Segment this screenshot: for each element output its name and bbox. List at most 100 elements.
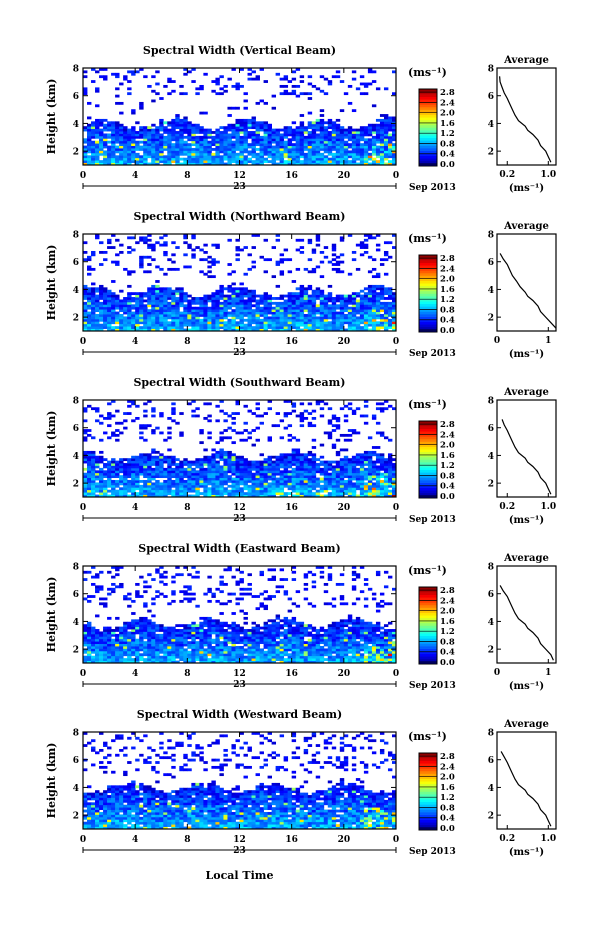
- heatmap-cell: [175, 121, 180, 125]
- heatmap-cell: [179, 489, 184, 493]
- heatmap-cell: [139, 309, 144, 312]
- heatmap-cell: [139, 135, 144, 139]
- heatmap-cell: [103, 492, 108, 495]
- heatmap-cell: [107, 489, 112, 493]
- heatmap-cell: [363, 84, 369, 88]
- heatmap-cell: [91, 492, 96, 495]
- heatmap-cell: [359, 480, 365, 483]
- heatmap-cell: [155, 455, 160, 459]
- heatmap-cell: [187, 314, 192, 317]
- heatmap-cell: [227, 297, 232, 300]
- heatmap-cell: [383, 157, 389, 161]
- heatmap-cell: [143, 299, 148, 303]
- heatmap-cell: [251, 328, 256, 332]
- heatmap-cell: [387, 152, 393, 156]
- heatmap-cell: [123, 157, 128, 161]
- heatmap-cell: [379, 301, 385, 305]
- heatmap-cell: [183, 472, 188, 476]
- heatmap-cell: [143, 135, 148, 139]
- heatmap-cell: [355, 143, 361, 146]
- heatmap-cell: [375, 248, 381, 252]
- heatmap-cell: [371, 145, 377, 149]
- heatmap-cell: [203, 416, 208, 420]
- heatmap-cell: [91, 143, 96, 146]
- heatmap-cell: [171, 323, 176, 327]
- heatmap-cell: [283, 133, 289, 137]
- heatmap-cell: [359, 75, 365, 79]
- heatmap-cell: [363, 243, 369, 247]
- heatmap-cell: [339, 133, 345, 137]
- heatmap-cell: [195, 299, 200, 303]
- average-xlabel: (ms⁻¹): [509, 183, 544, 194]
- heatmap-cell: [259, 121, 264, 125]
- heatmap-cell: [271, 306, 277, 310]
- heatmap-cell: [199, 328, 204, 332]
- heatmap-cell: [207, 419, 212, 423]
- colorbar-band: [419, 262, 437, 266]
- heatmap-cell: [335, 482, 341, 486]
- heatmap-cell: [151, 477, 156, 481]
- heatmap-cell: [111, 301, 116, 305]
- heatmap-cell: [127, 133, 132, 137]
- heatmap-cell: [383, 489, 389, 493]
- heatmap-cell: [219, 289, 224, 293]
- heatmap-cell: [387, 162, 393, 166]
- heatmap-cell: [295, 465, 301, 469]
- heatmap-cell: [235, 460, 240, 464]
- heatmap-cell: [87, 304, 92, 308]
- heatmap-cell: [191, 328, 196, 332]
- heatmap-cell: [327, 82, 333, 86]
- heatmap-cell: [383, 150, 389, 154]
- heatmap-cell: [191, 482, 196, 486]
- colorbar-band: [419, 91, 437, 95]
- heatmap-cell: [83, 92, 88, 96]
- heatmap-cell: [103, 304, 108, 308]
- heatmap-cell: [199, 323, 204, 327]
- heatmap-cell: [379, 409, 385, 413]
- heatmap-cell: [187, 294, 192, 298]
- heatmap-cell: [367, 152, 373, 156]
- heatmap-cell: [251, 155, 256, 159]
- heatmap-cell: [87, 162, 92, 166]
- heatmap-cell: [87, 143, 92, 146]
- heatmap-cell: [167, 431, 172, 435]
- heatmap-cell: [215, 453, 220, 457]
- colorbar: [419, 89, 437, 167]
- heatmap-cell: [339, 131, 345, 134]
- heatmap-cell: [375, 297, 381, 300]
- heatmap-cell: [87, 453, 92, 457]
- heatmap-cell: [183, 241, 188, 245]
- heatmap-cell: [243, 309, 248, 312]
- heatmap-cell: [171, 470, 176, 474]
- heatmap-cell: [95, 328, 100, 332]
- heatmap-cell: [351, 294, 357, 298]
- heatmap-cell: [147, 145, 152, 149]
- heatmap-cell: [263, 123, 268, 127]
- heatmap-cell: [179, 487, 184, 491]
- heatmap-cell: [195, 414, 200, 418]
- heatmap-cell: [323, 128, 329, 132]
- heatmap-cell: [291, 135, 297, 139]
- heatmap-cell: [247, 494, 252, 498]
- heatmap-cell: [311, 314, 317, 317]
- heatmap-cell: [271, 275, 277, 279]
- heatmap-cell: [383, 133, 389, 137]
- heatmap-cell: [243, 155, 248, 159]
- heatmap-cell: [387, 143, 393, 146]
- heatmap-cell: [175, 160, 180, 163]
- heatmap-cell: [115, 155, 120, 159]
- heatmap-cell: [307, 321, 313, 325]
- heatmap-cell: [95, 143, 100, 146]
- heatmap-cell: [271, 138, 277, 142]
- heatmap-cell: [219, 131, 224, 134]
- heatmap-cell: [375, 160, 381, 163]
- heatmap-cell: [135, 70, 140, 74]
- heatmap-cell: [179, 294, 184, 298]
- heatmap-cell: [95, 653, 100, 657]
- heatmap-cell: [115, 626, 120, 630]
- heatmap-cell: [207, 463, 212, 466]
- heatmap-cell: [151, 328, 156, 332]
- heatmap-cell: [179, 316, 184, 320]
- heatmap-cell: [227, 114, 232, 117]
- heatmap-cell: [203, 131, 208, 134]
